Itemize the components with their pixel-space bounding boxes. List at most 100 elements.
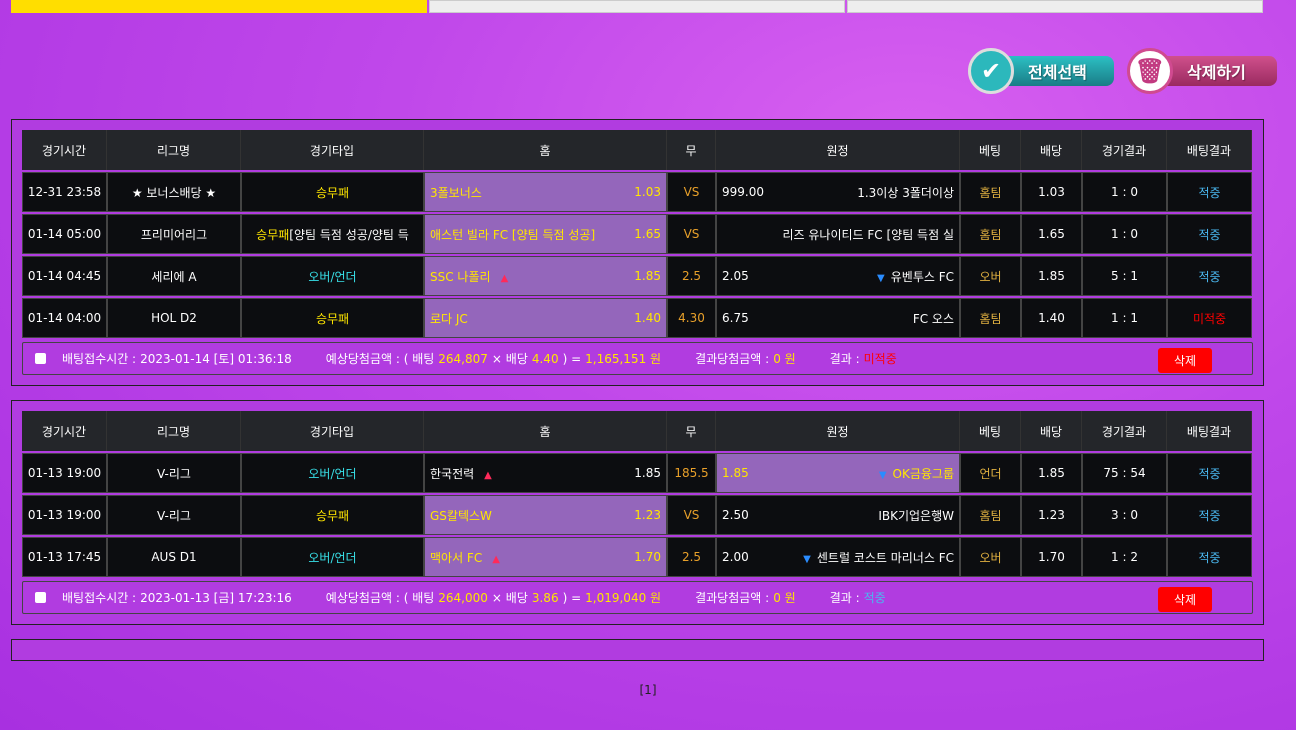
match-score: 1 : 0 bbox=[1082, 214, 1167, 254]
pagination[interactable]: [1] bbox=[639, 683, 657, 697]
column-header: 경기타입 bbox=[241, 130, 424, 170]
home-team-cell[interactable]: 맥아서 FC ▲ 1.70 bbox=[424, 537, 667, 577]
home-team-cell[interactable]: 한국전력 ▲ 1.85 bbox=[424, 453, 667, 493]
trash-icon: 🗑 bbox=[1127, 48, 1173, 94]
home-odds: 1.03 bbox=[634, 185, 661, 199]
bet-result: 적중 bbox=[1167, 495, 1252, 535]
bet-odds: 1.23 bbox=[1021, 495, 1082, 535]
bet-odds: 1.70 bbox=[1021, 537, 1082, 577]
select-all-button[interactable]: ✔ 전체선택 bbox=[968, 47, 1114, 95]
match-score: 1 : 1 bbox=[1082, 298, 1167, 338]
select-checkbox[interactable] bbox=[35, 592, 46, 603]
column-header: 원정 bbox=[716, 411, 960, 451]
home-team-cell[interactable]: 애스턴 빌라 FC [양팀 득점 성공] 1.65 bbox=[424, 214, 667, 254]
home-team-name: GS칼텍스W bbox=[430, 507, 492, 524]
home-team-cell[interactable]: GS칼텍스W 1.23 bbox=[424, 495, 667, 535]
draw-cell[interactable]: VS bbox=[667, 214, 716, 254]
select-all-label: 전체선택 bbox=[1000, 56, 1114, 86]
match-time: 01-13 19:00 bbox=[22, 495, 107, 535]
bet-result: 적중 bbox=[1167, 256, 1252, 296]
column-header: 무 bbox=[667, 411, 716, 451]
delete-button[interactable]: 삭제 bbox=[1158, 348, 1212, 373]
away-team-cell[interactable]: 6.75 FC 오스 bbox=[716, 298, 960, 338]
draw-cell[interactable]: 4.30 bbox=[667, 298, 716, 338]
bet-result: 적중 bbox=[1167, 214, 1252, 254]
bet-pick: 홈팀 bbox=[960, 214, 1021, 254]
away-team-name: FC 오스 bbox=[913, 310, 954, 327]
match-score: 1 : 2 bbox=[1082, 537, 1167, 577]
game-type: 승무패 bbox=[241, 298, 424, 338]
up-arrow-icon: ▲ bbox=[484, 469, 492, 481]
away-team-cell[interactable]: 2.00 ▼ 센트럴 코스트 마리너스 FC bbox=[716, 537, 960, 577]
match-score: 5 : 1 bbox=[1082, 256, 1167, 296]
match-time: 01-14 04:00 bbox=[22, 298, 107, 338]
column-header: 경기결과 bbox=[1082, 411, 1167, 451]
match-score: 1 : 0 bbox=[1082, 172, 1167, 212]
delete-button[interactable]: 삭제 bbox=[1158, 587, 1212, 612]
home-odds: 1.40 bbox=[634, 311, 661, 325]
bet-pick: 홈팀 bbox=[960, 495, 1021, 535]
home-team-name: 맥아서 FC ▲ bbox=[430, 549, 500, 566]
away-team-cell[interactable]: 리즈 유나이티드 FC [양팀 득점 실 bbox=[716, 214, 960, 254]
bet-pick: 언더 bbox=[960, 453, 1021, 493]
home-team-cell[interactable]: SSC 나폴리 ▲ 1.85 bbox=[424, 256, 667, 296]
home-odds: 1.70 bbox=[634, 550, 661, 564]
bet-slip: 경기시간 리그명 경기타입 홈 무 원정 베팅 배당 경기결과 배팅결과 01-13 19:00 V-… bbox=[11, 400, 1264, 625]
draw-cell[interactable]: VS bbox=[667, 172, 716, 212]
home-team: 로다 JC bbox=[430, 311, 468, 326]
top-tabs bbox=[11, 0, 1263, 13]
bet-pick: 홈팀 bbox=[960, 298, 1021, 338]
up-arrow-icon: ▲ bbox=[492, 553, 500, 565]
league-name: AUS D1 bbox=[107, 537, 241, 577]
footer-won-label: 결과당첨금액 : bbox=[695, 352, 770, 366]
home-team: 3폴보너스 bbox=[430, 185, 482, 200]
up-arrow-icon: ▲ bbox=[500, 272, 509, 284]
away-team-cell[interactable]: 999.00 1.3이상 3폴더이상 bbox=[716, 172, 960, 212]
league-name: V-리그 bbox=[107, 495, 241, 535]
bet-odds: 1.40 bbox=[1021, 298, 1082, 338]
home-team-cell[interactable]: 로다 JC 1.40 bbox=[424, 298, 667, 338]
bet-result: 미적중 bbox=[1167, 298, 1252, 338]
draw-cell[interactable]: 185.5 bbox=[667, 453, 716, 493]
footer-result: 적중 bbox=[863, 591, 886, 605]
footer-eq: ) = bbox=[562, 590, 582, 605]
away-team-cell[interactable]: 2.50 IBK기업은행W bbox=[716, 495, 960, 535]
away-team-name: 1.3이상 3폴더이상 bbox=[857, 184, 954, 201]
tab-2[interactable] bbox=[429, 0, 845, 13]
home-team: 한국전력 bbox=[430, 466, 475, 481]
away-team: 센트럴 코스트 마리너스 FC bbox=[816, 550, 954, 565]
away-team-name: ▼ 유벤투스 FC bbox=[877, 268, 954, 285]
home-odds: 1.85 bbox=[634, 269, 661, 283]
footer-stake: 264,807 bbox=[438, 351, 488, 366]
game-type-detail: [양팀 득점 성공/양팀 득 bbox=[289, 227, 409, 242]
delete-all-button[interactable]: 🗑 삭제하기 bbox=[1127, 47, 1277, 95]
match-time: 12-31 23:58 bbox=[22, 172, 107, 212]
column-header: 홈 bbox=[424, 130, 667, 170]
match-score: 75 : 54 bbox=[1082, 453, 1167, 493]
home-odds: 1.85 bbox=[634, 466, 661, 480]
away-team-cell[interactable]: 1.85 ▼ OK금융그룹 bbox=[716, 453, 960, 493]
select-checkbox[interactable] bbox=[35, 353, 46, 364]
footer-won: 0 원 bbox=[773, 352, 796, 366]
away-team: 1.3이상 3폴더이상 bbox=[857, 185, 954, 200]
home-team-cell[interactable]: 3폴보너스 1.03 bbox=[424, 172, 667, 212]
draw-cell[interactable]: 2.5 bbox=[667, 537, 716, 577]
league-name: HOL D2 bbox=[107, 298, 241, 338]
bet-result: 적중 bbox=[1167, 453, 1252, 493]
tab-1[interactable] bbox=[11, 0, 427, 13]
footer-time-label: 배팅접수시간 : bbox=[62, 591, 137, 605]
footer-result: 미적중 bbox=[863, 352, 897, 366]
draw-cell[interactable]: 2.5 bbox=[667, 256, 716, 296]
draw-cell[interactable]: VS bbox=[667, 495, 716, 535]
footer-expected-label: 예상당첨금액 : ( 배팅 bbox=[325, 352, 435, 366]
home-team: SSC 나폴리 bbox=[430, 269, 491, 284]
away-team-cell[interactable]: 2.05 ▼ 유벤투스 FC bbox=[716, 256, 960, 296]
delete-all-label: 삭제하기 bbox=[1159, 56, 1277, 86]
away-team: OK금융그룹 bbox=[892, 466, 954, 481]
league-name: V-리그 bbox=[107, 453, 241, 493]
tab-3[interactable] bbox=[847, 0, 1263, 13]
empty-bet-box bbox=[11, 639, 1264, 661]
footer-x: × 배당 bbox=[491, 352, 528, 366]
home-team-name: SSC 나폴리 ▲ bbox=[430, 268, 508, 285]
bet-slip-footer: 배팅접수시간 :2023-01-13 [금] 17:23:16 예상당첨금액 : … bbox=[22, 581, 1253, 614]
